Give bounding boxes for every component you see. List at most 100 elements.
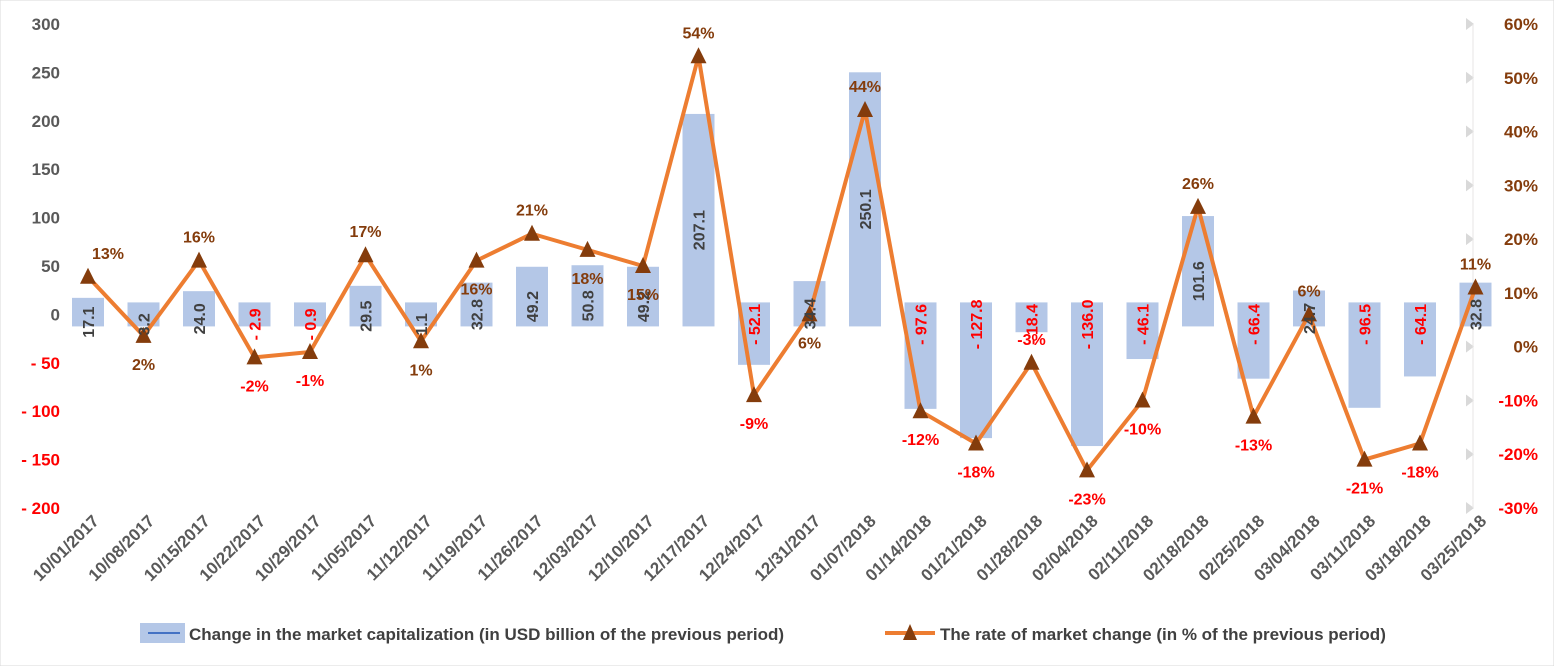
line-point-marker <box>302 343 318 360</box>
line-value-label: -23% <box>1068 491 1105 508</box>
right-tick-marker <box>1466 18 1474 30</box>
right-tick-label: -20% <box>1498 445 1538 464</box>
bar-value-label: - 97.6 <box>914 304 931 345</box>
left-tick-label: 50 <box>41 257 60 276</box>
line-point-marker <box>690 47 707 64</box>
bar <box>516 266 548 327</box>
right-tick-label: 0% <box>1513 338 1538 357</box>
line-value-label: 6% <box>1297 283 1320 300</box>
bar <box>460 282 493 327</box>
bar <box>294 302 326 327</box>
bar-value-label: - 2.9 <box>248 308 265 340</box>
left-axis-ticks: 300 250 200 150 100 50 0 - 50 - 100 - 150 - 200 <box>21 15 60 518</box>
bar-value-label: - 136.0 <box>1080 299 1097 349</box>
bar <box>238 302 271 327</box>
line-point-marker <box>635 257 651 273</box>
line-point-marker <box>80 267 96 284</box>
line-point-marker <box>135 326 152 343</box>
bar-value-label: - 0.9 <box>303 308 320 340</box>
line-value-label: 2% <box>132 357 155 374</box>
bar-value-label: 17.1 <box>81 306 98 337</box>
line-point-marker <box>912 402 929 419</box>
line-value-label: 13% <box>92 246 124 263</box>
line-series <box>80 47 1484 478</box>
bar-value-label: 32.8 <box>1469 299 1486 330</box>
bar <box>1071 302 1103 447</box>
line-point-marker <box>746 386 762 403</box>
left-tick-label: 100 <box>32 209 60 228</box>
right-tick-label: 60% <box>1504 15 1538 34</box>
bar-value-label: - 46.1 <box>1136 304 1153 345</box>
line-value-label: 26% <box>1182 176 1214 193</box>
left-tick-label: 250 <box>32 63 60 82</box>
line-value-label: -10% <box>1124 421 1161 438</box>
bar-value-label: 49.2 <box>525 291 542 322</box>
right-tick-marker <box>1466 71 1474 84</box>
bar <box>1237 302 1270 379</box>
line-value-label: -9% <box>740 416 768 433</box>
legend-line-label: The rate of market change (in % of the p… <box>940 625 1386 644</box>
line-value-label: -18% <box>957 464 994 481</box>
right-tick-marker <box>1466 233 1474 246</box>
line-point-marker <box>413 332 429 349</box>
line-point-marker <box>524 224 540 241</box>
bar <box>349 285 382 327</box>
left-tick-label: - 200 <box>21 499 60 518</box>
bar-series <box>72 72 1492 447</box>
right-tick-marker <box>1466 502 1474 514</box>
left-tick-label: - 150 <box>21 451 60 470</box>
bar-value-label: 49.2 <box>636 291 653 322</box>
line-value-label: -3% <box>1017 332 1045 349</box>
line-value-label: 21% <box>516 203 548 220</box>
line-point-marker <box>857 101 873 118</box>
line-value-label: -13% <box>1235 438 1272 455</box>
right-axis-ticks: 60% 50% 40% 30% 20% 10% 0% -10% -20% -30% <box>1466 15 1538 518</box>
left-tick-label: 0 <box>51 305 60 324</box>
line-value-label: -1% <box>296 373 324 390</box>
bar-value-label: - 18.4 <box>1025 304 1042 345</box>
bar-value-label: - 96.5 <box>1358 304 1375 345</box>
line-value-label: 11% <box>1460 257 1491 274</box>
right-tick-label: 40% <box>1504 123 1538 142</box>
bar <box>72 297 104 327</box>
line-point-marker <box>1134 391 1151 408</box>
line-value-label: -21% <box>1346 481 1383 498</box>
line-point-marker <box>468 251 485 268</box>
legend-triangle-icon <box>903 624 917 640</box>
line-point-marker <box>579 240 596 257</box>
right-tick-label: 30% <box>1504 176 1538 195</box>
rate-line <box>86 54 1478 473</box>
bar-value-label: 24.7 <box>1302 303 1319 334</box>
line-value-label: 15% <box>627 287 659 304</box>
right-tick-marker <box>1466 125 1474 138</box>
line-data-labels: 13% 2% 16% -2% -1% 17% 1% 16% 21% 18% 15% 54% -9% 6% 4… <box>92 25 1491 508</box>
bar-value-label: 101.6 <box>1191 261 1208 301</box>
left-tick-label: - 50 <box>31 354 60 373</box>
bar <box>627 266 659 327</box>
right-tick-label: 20% <box>1504 230 1538 249</box>
line-point-marker <box>357 246 374 263</box>
line-point-marker <box>1079 461 1095 478</box>
bar-value-label: - 66.4 <box>1247 304 1264 345</box>
bar <box>571 265 604 327</box>
line-point-marker <box>191 251 207 268</box>
right-tick-marker <box>1466 179 1474 192</box>
bar <box>183 291 215 327</box>
bar-value-label: 1.1 <box>414 313 431 335</box>
right-tick-label: 10% <box>1504 284 1538 303</box>
bar-value-label: 24.0 <box>192 303 209 334</box>
bar-data-labels: 17.1 3.2 24.0 - 2.9 - 0.9 29.5 1.1 32.8 49.2 50.8… <box>81 189 1486 349</box>
left-tick-label: 150 <box>32 160 60 179</box>
bar-value-label: - 127.8 <box>969 299 986 349</box>
right-tick-label: 50% <box>1504 69 1538 88</box>
line-point-marker <box>1245 407 1262 424</box>
line-point-marker <box>968 434 984 451</box>
right-tick-marker <box>1466 448 1474 461</box>
line-value-label: 18% <box>571 271 603 288</box>
line-value-label: -18% <box>1401 464 1438 481</box>
bar-value-label: 250.1 <box>858 189 875 229</box>
right-tick-marker <box>1466 340 1474 353</box>
line-point-marker <box>1467 278 1484 295</box>
line-value-label: 6% <box>798 335 821 352</box>
